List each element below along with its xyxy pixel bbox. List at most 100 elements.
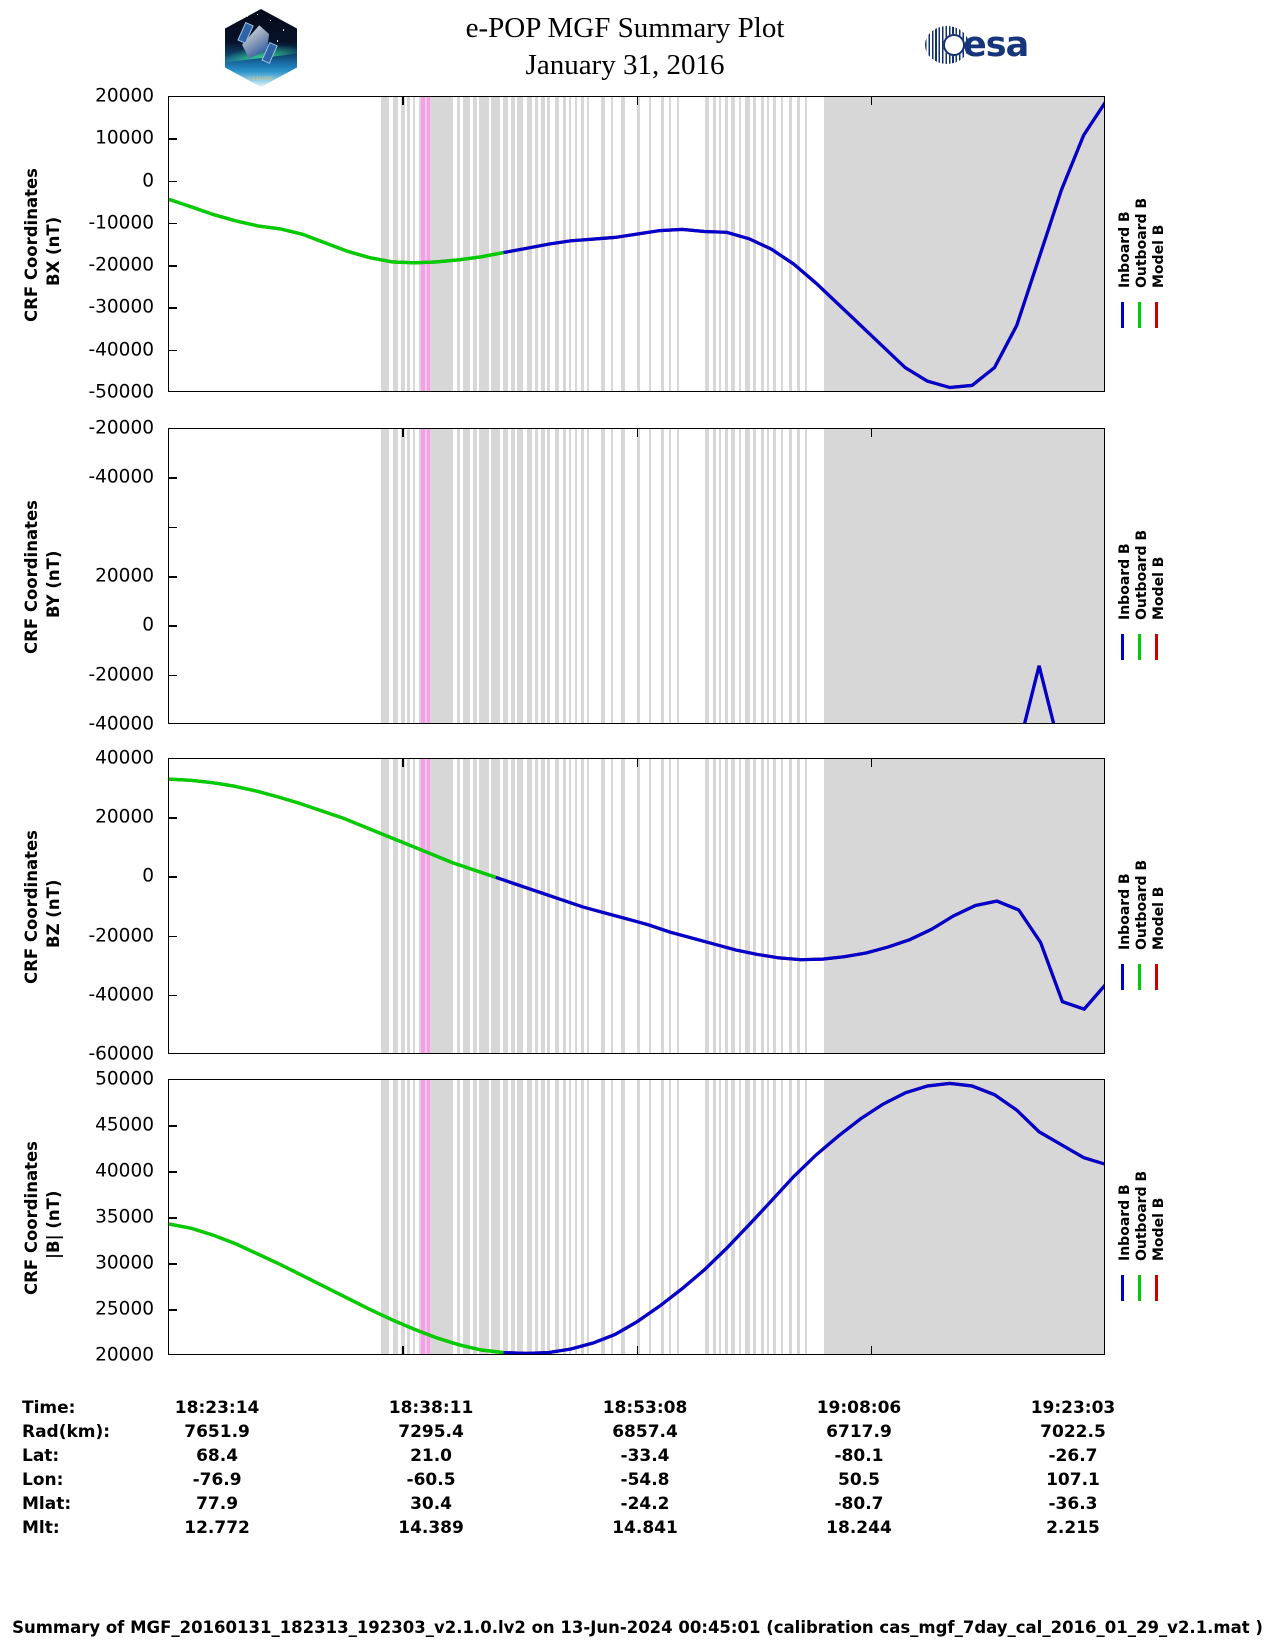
data-gap-shade-band — [705, 97, 709, 391]
plot-area-3[interactable] — [168, 758, 1105, 1054]
legend-label-model-b: Model B — [1151, 556, 1167, 620]
y-tick-label: -20000 — [88, 925, 154, 947]
data-gap-shade-band — [753, 429, 756, 723]
data-gap-shade-band — [575, 97, 577, 391]
data-gap-shade-band — [581, 1080, 584, 1354]
y-tick-label: -30000 — [88, 296, 154, 318]
table-cell: 18.244 — [826, 1518, 892, 1538]
data-gap-shade-band — [621, 759, 625, 1053]
patch-mission-name: CASSIOPE — [248, 77, 274, 83]
legend-swatch-inboard-b — [1121, 302, 1124, 328]
data-gap-shade-band — [601, 97, 605, 391]
data-gap-shade-band — [753, 97, 756, 391]
data-gap-shade-band — [773, 759, 776, 1053]
magnetic-field-traces-1 — [169, 101, 1104, 390]
y-tick-mark — [168, 477, 177, 479]
data-gap-shade-band — [413, 1080, 415, 1354]
data-gap-shade-band — [381, 97, 389, 391]
data-gap-shade-band — [569, 1080, 571, 1354]
data-gap-shade-band — [611, 97, 613, 391]
y-axis-label-4: CRF Coordinates — [22, 1141, 41, 1295]
data-gap-shade-band — [669, 759, 671, 1053]
data-gap-shade-band — [527, 429, 532, 723]
table-cell: 14.389 — [398, 1518, 464, 1538]
y-tick-mark — [168, 576, 177, 578]
data-gap-shade-band — [767, 97, 769, 391]
y-tick-label: 20000 — [95, 1344, 154, 1366]
plot-area-2[interactable] — [168, 428, 1105, 724]
table-cell: -36.3 — [1048, 1494, 1098, 1514]
data-gap-shade-band — [413, 429, 415, 723]
data-gap-shade-band — [479, 1080, 489, 1354]
data-gap-shade-band — [401, 429, 405, 723]
table-cell: 6717.9 — [826, 1422, 892, 1442]
table-row-label: Mlat: — [22, 1494, 72, 1514]
y-tick-label: 20000 — [95, 806, 154, 828]
data-gap-shade-band — [511, 759, 515, 1053]
data-gap-shade-band — [491, 97, 500, 391]
data-gap-shade-band — [581, 97, 584, 391]
data-gap-shade-band — [547, 759, 550, 1053]
data-gap-shade-band — [407, 429, 410, 723]
data-gap-shade-band — [661, 429, 664, 723]
data-gap-shade-band — [393, 759, 398, 1053]
data-gap-shade-band — [797, 97, 800, 391]
data-gap-shade-band — [761, 429, 764, 723]
y-axis-label-2: CRF Coordinates — [22, 500, 41, 654]
data-gap-shade-band — [805, 429, 807, 723]
data-gap-shade-band — [773, 97, 776, 391]
outboard-b-trace — [169, 1222, 504, 1354]
table-cell: -33.4 — [620, 1446, 670, 1466]
data-gap-shade-band — [463, 429, 470, 723]
y-tick-mark — [168, 994, 177, 997]
data-gap-shade-band — [457, 429, 460, 723]
data-gap-shade-band — [661, 759, 664, 1053]
y-tick-mark — [168, 180, 177, 183]
esa-logo: esa — [925, 22, 1045, 68]
y-tick-label: 40000 — [95, 1160, 154, 1182]
data-gap-shade-band — [649, 1080, 651, 1354]
data-gap-shade-band — [407, 759, 410, 1053]
data-gap-shade-band — [511, 429, 515, 723]
x-tick-mark — [402, 758, 404, 767]
data-gap-shade-band — [563, 429, 566, 723]
data-gap-shade-band — [677, 759, 679, 1053]
data-gap-shade-band — [473, 429, 477, 723]
data-gap-shade-band — [824, 429, 1104, 723]
inboard-b-trace — [495, 875, 1104, 1011]
y-tick-label: 45000 — [95, 1114, 154, 1136]
model-b-trace — [169, 777, 1104, 1011]
y-tick-mark — [168, 307, 177, 309]
y-axis-unit-label-2: BY (nT) — [44, 550, 63, 618]
data-gap-shade-band — [677, 429, 679, 723]
data-gap-shade-band — [401, 1080, 405, 1354]
data-gap-shade-band — [601, 429, 605, 723]
data-gap-shade-band — [555, 429, 559, 723]
table-cell: 18:23:14 — [174, 1398, 260, 1418]
table-cell: 18:38:11 — [388, 1398, 474, 1418]
y-tick-label: -40000 — [88, 339, 154, 361]
data-gap-shade-band — [611, 759, 613, 1053]
inboard-b-trace — [1023, 665, 1056, 723]
data-gap-shade-band — [463, 759, 470, 1053]
data-gap-shade-band — [824, 759, 1104, 1053]
plot-area-1[interactable] — [168, 96, 1105, 392]
y-tick-mark — [168, 935, 177, 938]
page-title: e-POP MGF Summary Plot January 31, 2016 — [330, 10, 920, 84]
table-cell: -80.7 — [834, 1494, 884, 1514]
y-tick-mark — [168, 1263, 177, 1265]
plot-area-4[interactable] — [168, 1079, 1105, 1355]
data-gap-shade-band — [569, 429, 571, 723]
data-gap-shade-band — [479, 429, 489, 723]
data-gap-shade-band — [719, 1080, 721, 1354]
data-gap-shade-band — [649, 97, 651, 391]
legend-1: Inboard B Outboard B Model B — [1113, 96, 1193, 392]
data-gap-shade-band — [805, 759, 807, 1053]
table-cell: 7295.4 — [398, 1422, 464, 1442]
data-gap-shade-band — [587, 759, 589, 1053]
y-tick-label: -40000 — [88, 984, 154, 1006]
table-cell: 68.4 — [196, 1446, 239, 1466]
y-tick-label: -50000 — [88, 381, 154, 403]
data-gap-shade-band — [541, 759, 545, 1053]
data-gap-shade-band — [824, 1080, 1104, 1354]
